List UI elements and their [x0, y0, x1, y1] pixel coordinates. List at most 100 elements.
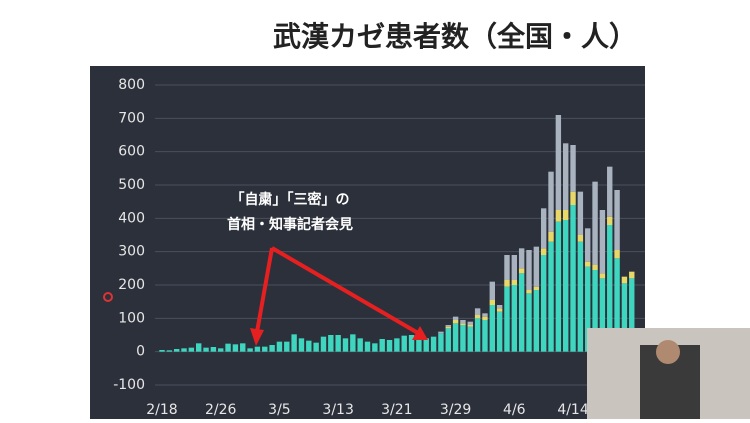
bar-segment: [445, 326, 451, 329]
bar-segment: [540, 248, 547, 255]
arrows: [250, 246, 428, 346]
bar-segment: [247, 348, 253, 352]
bar-segment: [504, 280, 510, 287]
bar-segment: [548, 171, 554, 232]
bar-segment: [452, 316, 459, 320]
bar-segment: [372, 343, 378, 352]
bar-segment: [599, 210, 606, 274]
bar-segment: [262, 346, 268, 352]
pointer-dot: [103, 292, 113, 302]
bar-segment: [386, 340, 393, 352]
bar-segment: [452, 320, 459, 324]
bar-segment: [489, 300, 495, 305]
bar-segment: [489, 281, 495, 300]
x-tick-label: 3/5: [268, 402, 291, 418]
bar-segment: [592, 270, 598, 352]
bar-segment: [482, 316, 488, 320]
bar-segment: [232, 344, 239, 352]
bar-segment: [533, 286, 540, 290]
x-tick-label: 4/6: [503, 402, 526, 418]
bar-segment: [342, 338, 349, 352]
bar-segment: [401, 335, 407, 352]
bar-segment: [592, 181, 598, 265]
bar-segment: [585, 266, 591, 352]
bar-segment: [467, 321, 473, 325]
bar-segment: [533, 290, 540, 352]
bar-segment: [540, 208, 547, 249]
bar-segment: [438, 331, 444, 334]
bar-segment: [621, 283, 628, 352]
bar-segment: [555, 210, 562, 222]
bar-segment: [291, 334, 297, 352]
bar-segment: [218, 348, 224, 352]
bar-segment: [298, 338, 305, 352]
bar-segment: [518, 268, 525, 274]
bar-segment: [585, 261, 591, 267]
speaker-head: [656, 340, 680, 364]
bar-segment: [254, 346, 261, 352]
bar-segment: [460, 323, 466, 325]
bar-segment: [504, 286, 510, 352]
bar-segment: [284, 341, 290, 352]
bar-segment: [166, 350, 173, 352]
bar-segment: [526, 293, 532, 352]
bar-segment: [496, 308, 503, 312]
bar-segment: [306, 340, 312, 352]
bar-segment: [408, 335, 415, 352]
bar-segment: [438, 333, 444, 352]
bar-segment: [357, 338, 363, 352]
y-tick-label: 300: [118, 244, 145, 260]
bar-segment: [196, 343, 202, 352]
bar-segment: [548, 241, 554, 352]
bar-segment: [577, 235, 584, 242]
bar-segment: [563, 210, 569, 220]
annotation: 「自粛」「三密」の: [231, 191, 350, 208]
bar-segment: [607, 166, 613, 217]
chart-title: 武漢カゼ患者数（全国・人）: [273, 20, 637, 53]
bar-segment: [607, 216, 613, 225]
bar-segment: [607, 225, 613, 352]
bar-segment: [555, 115, 562, 210]
bar-segment: [585, 228, 591, 262]
bar-segment: [364, 341, 371, 352]
bar-segment: [482, 313, 488, 317]
y-tick-label: 500: [118, 177, 145, 193]
bar-segment: [496, 311, 503, 352]
y-tick-label: -100: [113, 377, 145, 393]
y-tick-label: 100: [118, 310, 145, 326]
bar-segment: [563, 143, 569, 210]
bar-segment: [526, 290, 532, 294]
bar-segment: [188, 347, 195, 352]
bar-segment: [614, 190, 620, 250]
bar-segment: [467, 326, 473, 352]
bar-segment: [629, 278, 635, 352]
bar-segment: [482, 320, 488, 352]
bar-segment: [533, 246, 540, 287]
bar-segment: [599, 278, 606, 352]
bar-segment: [430, 336, 437, 352]
bar-segment: [577, 241, 584, 352]
bar-segment: [474, 318, 481, 352]
bar-segment: [328, 335, 334, 352]
bar-segment: [313, 342, 319, 352]
x-tick-label: 2/26: [205, 402, 237, 418]
x-tick-label: 3/13: [322, 402, 353, 418]
bar-segment: [269, 345, 275, 352]
bar-segment: [621, 276, 628, 284]
bar-segment: [445, 328, 451, 352]
bar-segment: [460, 325, 466, 352]
bar-segment: [181, 348, 187, 352]
bar-segment: [423, 338, 429, 352]
bar-segment: [570, 145, 576, 192]
bar-segment: [210, 347, 217, 352]
bar-segment: [577, 191, 584, 235]
bar-segment: [474, 308, 481, 315]
bar-segment: [379, 339, 385, 352]
x-tick-label: 2/18: [146, 402, 177, 418]
x-tick-label: 3/21: [381, 402, 412, 418]
y-tick-label: 600: [118, 144, 145, 160]
bar-segment: [496, 305, 503, 309]
bar-segment: [526, 250, 532, 290]
bar-segment: [629, 271, 635, 279]
